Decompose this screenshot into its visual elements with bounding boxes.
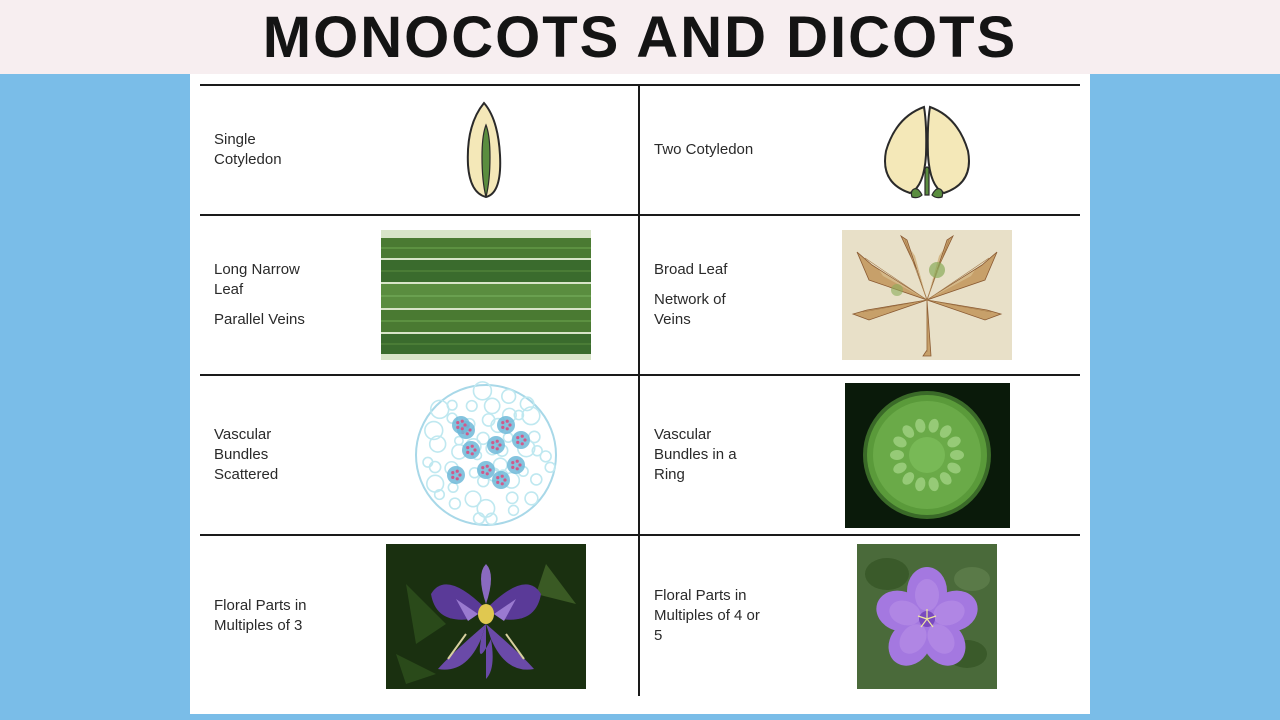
label-two-cotyledon: Two Cotyledon	[646, 140, 766, 160]
label-floral-4-5: Floral Parts in Multiples of 4 or 5	[646, 586, 766, 647]
page-title: Monocots and Dicots	[263, 4, 1017, 71]
cell-dicot-vascular: Vascular Bundles in a Ring	[640, 376, 1080, 534]
cell-dicot-cotyledon: Two Cotyledon	[640, 86, 1080, 214]
cell-dicot-floral: Floral Parts in Multiples of 4 or 5	[640, 536, 1080, 696]
label-network-veins: Network of Veins	[654, 290, 766, 331]
broad-leaf-photo	[780, 230, 1074, 360]
title-bar: Monocots and Dicots	[0, 0, 1280, 74]
narrow-leaf-photo	[340, 230, 632, 360]
iris-flower-photo	[340, 544, 632, 689]
label-narrow-leaf-line1: Long Narrow Leaf	[214, 260, 326, 301]
label-scattered-bundles: Vascular Bundles Scattered	[206, 425, 326, 486]
comparison-table: Single Cotyledon Two Cotyledon	[190, 74, 1090, 714]
ring-bundles-photo	[780, 383, 1074, 528]
cell-monocot-floral: Floral Parts in Multiples of 3	[200, 536, 640, 696]
label-narrow-leaf: Long Narrow Leaf Parallel Veins	[206, 260, 326, 331]
cell-monocot-cotyledon: Single Cotyledon	[200, 86, 640, 214]
label-broad-leaf-line1: Broad Leaf	[654, 260, 766, 280]
row-cotyledon: Single Cotyledon Two Cotyledon	[200, 86, 1080, 216]
five-petal-flower-photo	[780, 544, 1074, 689]
label-parallel-veins: Parallel Veins	[214, 310, 326, 330]
cell-dicot-leaf: Broad Leaf Network of Veins	[640, 216, 1080, 374]
row-floral: Floral Parts in Multiples of 3	[200, 536, 1080, 696]
cell-monocot-leaf: Long Narrow Leaf Parallel Veins	[200, 216, 640, 374]
scattered-bundles-diagram	[340, 380, 632, 530]
page: Monocots and Dicots Single Cotyledon Two…	[0, 0, 1280, 720]
cell-monocot-vascular: Vascular Bundles Scattered	[200, 376, 640, 534]
label-broad-leaf: Broad Leaf Network of Veins	[646, 260, 766, 331]
label-ring-bundles: Vascular Bundles in a Ring	[646, 425, 766, 486]
two-cotyledon-icon	[780, 95, 1074, 205]
label-single-cotyledon: Single Cotyledon	[206, 130, 326, 171]
label-floral-3: Floral Parts in Multiples of 3	[206, 596, 326, 637]
single-cotyledon-icon	[340, 95, 632, 205]
row-vascular: Vascular Bundles Scattered Vascular Bund…	[200, 376, 1080, 536]
row-leaf: Long Narrow Leaf Parallel Veins	[200, 216, 1080, 376]
body-area: Single Cotyledon Two Cotyledon	[0, 74, 1280, 720]
